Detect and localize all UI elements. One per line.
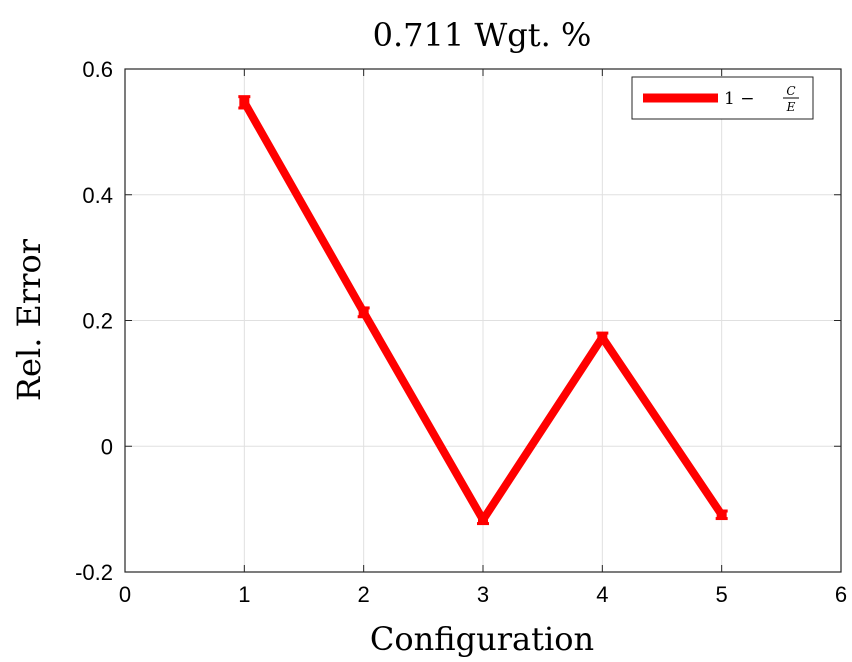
data-point: [716, 509, 727, 520]
legend-label-numerator: C: [786, 84, 795, 98]
chart-title: 0.711 Wgt. %: [373, 16, 592, 54]
x-tick-label: 4: [596, 582, 608, 607]
x-tick-label: 0: [119, 582, 131, 607]
y-tick-label: 0.4: [82, 183, 113, 208]
y-axis-label: Rel. Error: [10, 238, 48, 401]
y-tick-label: -0.2: [75, 560, 113, 585]
legend: 1 − C E: [631, 76, 814, 120]
x-axis-label: Configuration: [370, 620, 594, 658]
x-tick-label: 2: [358, 582, 370, 607]
y-tick-label: 0.6: [82, 57, 113, 82]
ticks: 0 1 2 3 4 5 6-0.200.20.40.6: [75, 57, 847, 607]
x-tick-label: 1: [238, 582, 250, 607]
legend-label-prefix: 1 −: [724, 89, 754, 109]
data-point: [597, 332, 608, 343]
grid: [124, 68, 842, 573]
x-tick-label: 3: [477, 582, 489, 607]
legend-label-denominator: E: [786, 100, 796, 114]
x-tick-label: 6: [835, 582, 847, 607]
y-tick-label: 0.2: [82, 309, 113, 334]
x-tick-label: 5: [716, 582, 728, 607]
y-tick-label: 0: [101, 434, 113, 459]
data-point: [358, 307, 369, 318]
data-point: [239, 97, 250, 108]
data-point: [478, 514, 488, 525]
series-layer: [238, 95, 728, 526]
